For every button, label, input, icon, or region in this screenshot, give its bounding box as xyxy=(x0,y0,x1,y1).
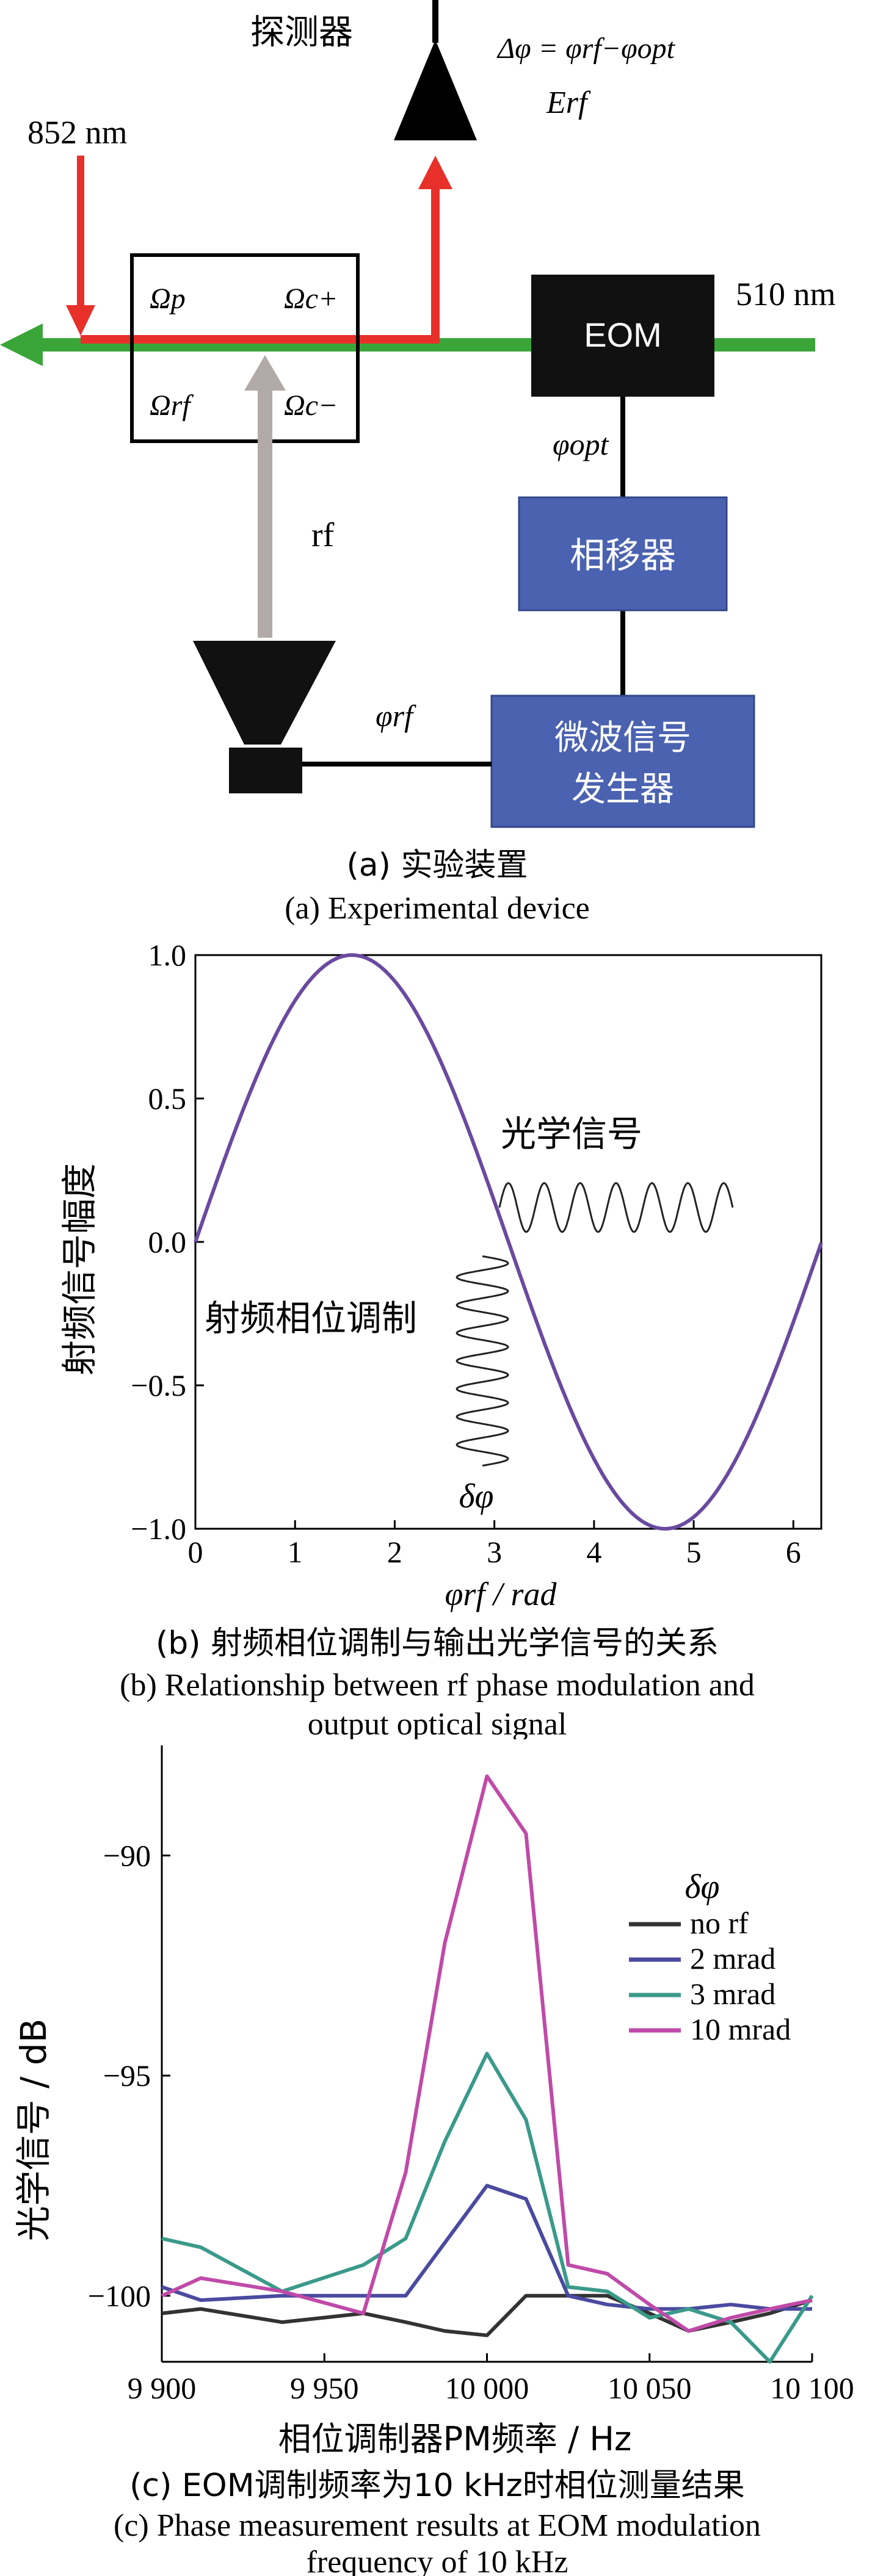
coupling-arrow-head xyxy=(0,323,43,366)
phase-shifter-box xyxy=(518,496,728,612)
legend-label: 3 mrad xyxy=(690,1977,775,2011)
phi-opt-label: φopt xyxy=(553,427,609,461)
legend-label: 2 mrad xyxy=(690,1941,775,1975)
caption-c-en-line1: (c) Phase measurement results at EOM mod… xyxy=(114,2508,761,2543)
phi-rf-label: φrf xyxy=(376,699,416,733)
chart-b-ylabel: 射频信号幅度 xyxy=(59,1163,100,1376)
omega-rf-label: Ωrf xyxy=(150,389,194,422)
coupling-wavelength-label: 510 nm xyxy=(736,276,836,312)
caption-b-en-line2: output optical signal xyxy=(308,1707,567,1739)
omega-c-minus-label: Ωc− xyxy=(284,389,338,422)
rf-arrow-head xyxy=(244,355,286,391)
legend-label: no rf xyxy=(690,1906,749,1940)
series-3-mrad xyxy=(161,2052,814,2364)
y-tick-label: −1.0 xyxy=(131,1512,186,1546)
y-tick-label: 0.5 xyxy=(148,1081,187,1116)
field-label: Erf xyxy=(546,85,591,120)
caption-a-en: (a) Experimental device xyxy=(285,891,590,926)
omega-p-label: Ωp xyxy=(150,283,186,315)
x-tick-label: 9 950 xyxy=(290,2371,359,2405)
x-tick-label: 0 xyxy=(188,1535,203,1569)
rf-phase-modulation-wave xyxy=(456,1255,509,1467)
horn-antenna-icon xyxy=(193,641,336,745)
x-tick-label: 10 050 xyxy=(608,2371,692,2405)
phase-difference-formula: Δφ = φrf−φopt xyxy=(496,32,676,65)
chart-c-xlabel: 相位调制器PM频率 / Hz xyxy=(278,2420,632,2458)
legend-title: δφ xyxy=(684,1868,719,1906)
omega-c-plus-label: Ωc+ xyxy=(284,283,338,315)
phase-shifter-label: 相移器 xyxy=(570,535,676,576)
x-tick-label: 1 xyxy=(288,1535,303,1569)
caption-b-en-line1: (b) Relationship between rf phase modula… xyxy=(120,1668,755,1703)
microwave-generator-box xyxy=(490,695,755,828)
probe-up-arrow-head xyxy=(418,156,452,189)
x-tick-label: 9 900 xyxy=(128,2371,197,2405)
y-tick-label: −90 xyxy=(103,1838,151,1872)
chart-b: 0 1 2 3 4 5 61.00.50.0−0.5−1.0 光学信号 射频相位调制 δφ … xyxy=(59,938,823,1739)
optical-signal-label: 光学信号 xyxy=(501,1113,642,1155)
eom-box xyxy=(531,275,714,397)
x-tick-label: 2 xyxy=(387,1535,402,1569)
optical-signal-wave xyxy=(498,1182,734,1233)
panel-a-diagram: 探测器 Δφ = φrf−φopt Erf 852 nm 510 nm Ωp Ω… xyxy=(0,0,836,926)
generator-label-line2: 发生器 xyxy=(572,770,674,809)
rf-phase-modulation-label: 射频相位调制 xyxy=(205,1297,417,1339)
legend-label: 10 mrad xyxy=(690,2012,791,2046)
y-tick-label: −95 xyxy=(103,2058,151,2093)
series-10-mrad xyxy=(161,1774,813,2333)
y-tick-label: −100 xyxy=(88,2279,151,2313)
x-tick-label: 10 000 xyxy=(445,2371,529,2405)
caption-a-zh: (a) 实验装置 xyxy=(347,847,528,884)
y-tick-label: −0.5 xyxy=(131,1368,186,1402)
antenna-base xyxy=(229,748,302,793)
chart-c: 9 900 9 950 10 000 10 050 10 100 −90 −95 −100 δ… xyxy=(13,1745,854,2576)
probe-wavelength-label: 852 nm xyxy=(27,114,128,151)
probe-arrow-head xyxy=(66,305,95,336)
caption-b-zh: (b) 射频相位调制与输出光学信号的关系 xyxy=(156,1625,719,1662)
rf-label: rf xyxy=(311,516,335,554)
x-tick-label: 6 xyxy=(786,1535,801,1569)
series-no-rf xyxy=(161,2293,813,2337)
rf-amplitude-curve xyxy=(194,953,823,1531)
x-tick-label: 4 xyxy=(586,1535,601,1569)
caption-c-en-line2: frequency of 10 kHz xyxy=(307,2545,568,2576)
chart-c-ylabel: 光学信号 / dB xyxy=(13,2018,54,2241)
x-tick-label: 5 xyxy=(686,1535,702,1569)
x-tick-label: 3 xyxy=(487,1535,502,1569)
detector-label: 探测器 xyxy=(250,13,353,52)
y-tick-label: 0.0 xyxy=(148,1225,187,1259)
generator-label-line1: 微波信号 xyxy=(554,718,691,758)
delta-phi-label: δφ xyxy=(459,1477,493,1515)
x-tick-label: 10 100 xyxy=(770,2371,854,2405)
detector-icon xyxy=(394,40,477,140)
atom-cell-box xyxy=(130,253,360,443)
chart-b-xlabel: φrf / rad xyxy=(445,1576,557,1612)
series-2-mrad xyxy=(161,2184,812,2311)
caption-c-zh: (c) EOM调制频率为10 kHz时相位测量结果 xyxy=(129,2467,745,2504)
y-tick-label: 1.0 xyxy=(148,938,187,972)
eom-label: EOM xyxy=(584,316,662,354)
